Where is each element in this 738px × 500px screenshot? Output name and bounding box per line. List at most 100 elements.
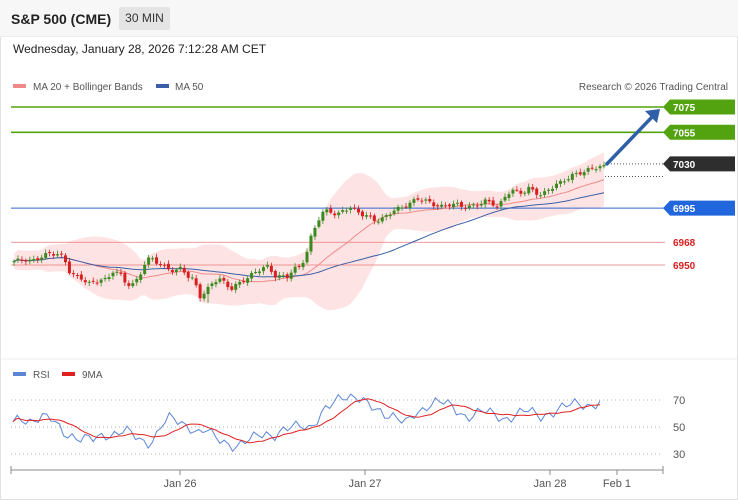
- candle-body: [392, 210, 396, 214]
- candle-body: [289, 272, 293, 279]
- candle-body: [178, 266, 182, 270]
- candle-body: [396, 206, 400, 211]
- candle-body: [356, 208, 360, 213]
- candle-body: [20, 259, 24, 261]
- instrument-title: S&P 500 (CME): [11, 11, 112, 27]
- candle-body: [250, 272, 254, 279]
- x-axis-ticks: Jan 26 Jan 27 Jan 28 Feb 1: [10, 466, 664, 490]
- candle-body: [293, 266, 297, 273]
- candle-body: [226, 281, 230, 288]
- candle-body: [60, 253, 64, 255]
- candle-body: [83, 280, 87, 283]
- candle-body: [582, 172, 586, 176]
- candle-body: [554, 183, 558, 189]
- candle-body: [194, 278, 198, 286]
- candle-body: [281, 275, 285, 277]
- candle-body: [24, 260, 28, 262]
- candle-body: [151, 258, 155, 260]
- candle-body: [420, 200, 424, 202]
- candle-body: [467, 205, 471, 208]
- candle-body: [531, 187, 535, 190]
- candle-body: [44, 253, 48, 258]
- candlesticks: [12, 161, 606, 303]
- candle-body: [368, 215, 372, 217]
- candle-body: [301, 262, 305, 268]
- candle-body: [230, 286, 234, 290]
- timeframe-button[interactable]: 30 MIN: [119, 7, 170, 30]
- candle-body: [594, 169, 598, 171]
- rsi-ma-line: [12, 398, 601, 444]
- legend-rsi: RSI: [33, 370, 50, 381]
- candle-body: [547, 189, 551, 191]
- candle-body: [400, 207, 404, 209]
- candle-body: [380, 217, 384, 222]
- candle-body: [246, 278, 250, 283]
- candle-body: [408, 202, 412, 209]
- price-level-label-6950: 6950: [673, 261, 696, 272]
- candle-body: [372, 215, 376, 221]
- candle-body: [198, 284, 202, 299]
- price-tag-7075: [663, 99, 735, 115]
- candle-body: [333, 213, 337, 216]
- candle-body: [404, 206, 408, 208]
- price-level-label-6995: 6995: [673, 204, 696, 215]
- price-level-label-7055: 7055: [673, 128, 696, 139]
- candle-body: [305, 251, 309, 263]
- candle-body: [495, 206, 499, 208]
- candle-body: [463, 207, 467, 209]
- candle-body: [349, 207, 353, 210]
- candle-body: [364, 215, 368, 217]
- legend-bollinger: MA 20 + Bollinger Bands: [33, 82, 143, 93]
- chart-header: S&P 500 (CME) 30 MIN: [0, 0, 738, 37]
- candle-body: [107, 277, 111, 279]
- legend-ma50-swatch: [156, 84, 169, 88]
- candle-body: [32, 259, 36, 261]
- candle-body: [265, 264, 269, 267]
- price-level-label-7075: 7075: [673, 103, 696, 114]
- x-tick-label: Jan 27: [348, 478, 381, 490]
- candle-body: [503, 196, 507, 201]
- candle-body: [79, 274, 83, 280]
- candle-body: [91, 280, 95, 282]
- legend-bollinger-swatch: [13, 84, 26, 88]
- candle-body: [388, 214, 392, 217]
- candle-body: [131, 283, 135, 287]
- candle-body: [170, 269, 174, 273]
- candle-body: [539, 195, 543, 197]
- candle-body: [71, 273, 75, 275]
- candle-body: [345, 210, 349, 212]
- candle-body: [325, 209, 329, 213]
- forecast-arrow-head: [645, 109, 660, 123]
- rsi-tick-70: 70: [673, 395, 685, 407]
- candle-body: [63, 255, 67, 263]
- candle-body: [586, 168, 590, 172]
- candle-body: [155, 257, 159, 264]
- candle-body: [111, 272, 115, 277]
- candle-body: [491, 200, 495, 206]
- rsi-lines: [12, 393, 601, 453]
- candle-body: [578, 172, 582, 175]
- candle-body: [99, 279, 103, 283]
- candle-body: [337, 212, 341, 216]
- rsi-tick-50: 50: [673, 422, 685, 434]
- legend-ma50: MA 50: [175, 82, 204, 93]
- candle-body: [428, 199, 432, 202]
- price-level-labels: 7075 7055 7030 6995 6968 6950: [663, 99, 735, 272]
- candle-body: [360, 211, 364, 217]
- candle-body: [273, 270, 277, 278]
- candle-body: [206, 286, 210, 295]
- candle-body: [214, 282, 218, 285]
- candle-body: [16, 258, 20, 261]
- candle-body: [254, 271, 258, 273]
- candle-body: [222, 277, 226, 281]
- candle-body: [376, 221, 380, 223]
- candle-body: [448, 204, 452, 207]
- candle-body: [56, 254, 60, 256]
- candle-body: [210, 283, 214, 286]
- candle-body: [317, 220, 321, 227]
- candle-body: [313, 227, 317, 237]
- chart-datetime: Wednesday, January 28, 2026 7:12:28 AM C…: [13, 42, 267, 56]
- legend-rsi-ma: 9MA: [82, 370, 103, 381]
- candle-body: [515, 189, 519, 191]
